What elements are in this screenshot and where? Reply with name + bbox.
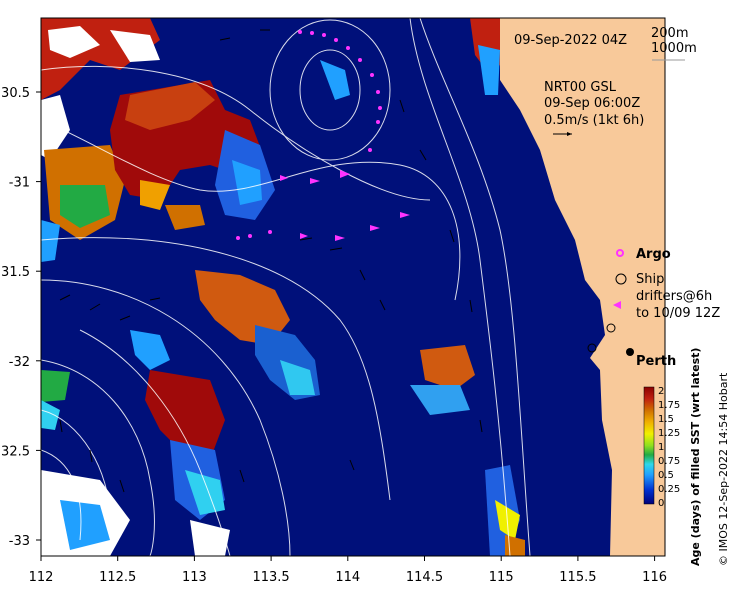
colorbar-tick-label: 2 — [658, 386, 664, 397]
x-tick-label: 114 — [335, 570, 360, 585]
perth-label: Perth — [636, 354, 676, 369]
y-tick-label: 30.5 — [1, 86, 30, 101]
x-tick-label: 112.5 — [99, 570, 136, 585]
drifter-marker-icon — [613, 301, 621, 309]
vector-scale-arrowhead — [567, 132, 572, 136]
depth-1000m-label: 1000m — [651, 41, 697, 56]
sst-patches — [41, 18, 525, 556]
y-tick-label: -33 — [9, 534, 30, 549]
argo-marker-icon — [616, 249, 624, 257]
x-axis-ticks: 112 112.5 113 113.5 114 114.5 115 115.5 116 — [29, 556, 667, 585]
y-tick-label: 32.5 — [1, 444, 30, 459]
date-label: 09-Sep-2022 04Z — [514, 33, 627, 48]
perth-marker — [626, 348, 634, 356]
colorbar-tick-label: 1.75 — [658, 400, 680, 411]
ship-markers — [587, 323, 616, 353]
ship-marker-icon — [615, 273, 627, 285]
x-tick-label: 113.5 — [252, 570, 289, 585]
colorbar-tick-label: 1.5 — [658, 414, 674, 425]
colorbar-tick-label: 0.25 — [658, 484, 680, 495]
colorbar-title: Age (days) of filled SST (wrt latest) — [689, 348, 702, 566]
y-tick-label: -32 — [9, 355, 30, 370]
colorbar-tick-label: 1 — [658, 442, 664, 453]
colorbar-tick-label: 0.75 — [658, 456, 680, 467]
current-vectors — [59, 29, 483, 493]
land-mass — [500, 18, 665, 556]
drifters-legend-label-2: to 10/09 12Z — [636, 306, 720, 321]
x-tick-label: 115.5 — [559, 570, 596, 585]
y-tick-label: 31.5 — [1, 265, 30, 280]
colorbar-tick-label: 0 — [658, 498, 664, 509]
x-tick-label: 114.5 — [406, 570, 443, 585]
x-tick-label: 112 — [29, 570, 54, 585]
plot-frame — [40, 17, 666, 557]
colorbar — [643, 386, 655, 505]
x-tick-label: 113 — [182, 570, 207, 585]
colorbar-ticks: 2 1.75 1.5 1.25 1 0.75 0.5 0.25 0 — [658, 386, 680, 509]
colorbar-tick-label: 0.5 — [658, 470, 674, 481]
credit-label: © IMOS 12-Sep-2022 14:54 Hobart — [717, 372, 730, 566]
sst-contours — [41, 18, 531, 556]
product-time-label: 09-Sep 06:00Z — [544, 96, 640, 111]
drifters-legend-label: drifters@6h — [636, 289, 712, 304]
drifter-tracks — [236, 30, 410, 241]
ship-legend-label: Ship — [636, 272, 664, 287]
colorbar-tick-label: 1.25 — [658, 428, 680, 439]
y-axis-ticks: 30.5 -31 31.5 -32 32.5 -33 — [1, 86, 41, 549]
product-label: NRT00 GSL — [544, 80, 617, 95]
depth-200m-label: 200m — [651, 26, 688, 41]
y-tick-label: -31 — [9, 176, 30, 191]
x-tick-label: 116 — [642, 570, 667, 585]
x-tick-label: 115 — [489, 570, 514, 585]
argo-legend-label: Argo — [636, 247, 671, 262]
vector-scale-label: 0.5m/s (1kt 6h) — [544, 113, 644, 128]
